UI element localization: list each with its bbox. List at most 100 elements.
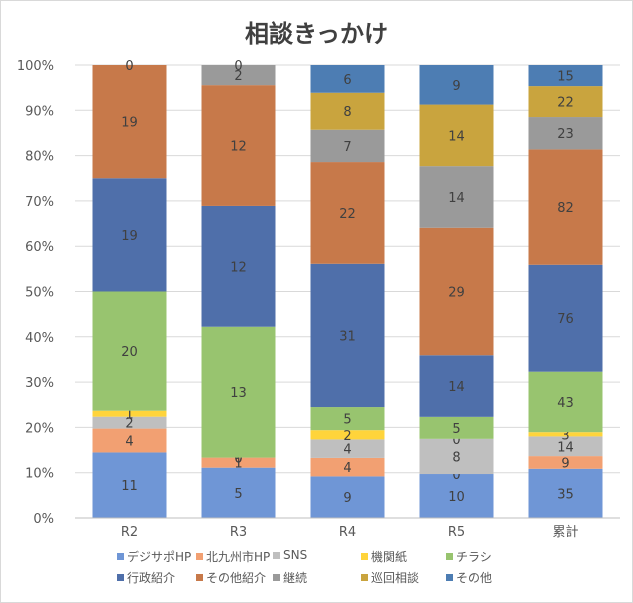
y-tick-label: 10% xyxy=(25,467,54,482)
y-tick-label: 60% xyxy=(25,240,54,255)
data-label: 43 xyxy=(557,396,574,411)
data-label: 4 xyxy=(343,443,351,458)
legend-label: チラシ xyxy=(456,550,492,564)
bar-segment xyxy=(419,227,494,356)
bar-segment xyxy=(92,410,167,417)
bar-segment xyxy=(310,129,385,163)
bar-segment xyxy=(528,432,603,437)
data-label: 5 xyxy=(234,487,242,502)
y-tick-label: 0% xyxy=(33,512,54,527)
data-label: 6 xyxy=(343,73,351,88)
legend-label: その他 xyxy=(456,571,493,585)
x-tick-label: R3 xyxy=(230,525,247,540)
data-label: 0 xyxy=(234,452,242,467)
data-label: 2 xyxy=(343,429,351,444)
legend-swatch xyxy=(196,553,203,560)
legend-item: チラシ xyxy=(446,548,492,565)
legend-label: デジサポHP xyxy=(127,550,192,564)
bar-segment xyxy=(201,457,276,468)
data-label: 5 xyxy=(343,413,351,428)
bar-segment xyxy=(528,65,603,87)
bar-segment xyxy=(528,371,603,433)
y-tick-label: 50% xyxy=(25,286,54,301)
data-label: 29 xyxy=(448,286,465,301)
data-label: 31 xyxy=(339,329,356,344)
bar-segment xyxy=(419,104,494,167)
data-label: 22 xyxy=(339,207,356,222)
bar-segment xyxy=(92,291,167,411)
data-label: 23 xyxy=(557,127,574,142)
legend-item: 巡回相談 xyxy=(361,569,419,586)
legend-item: SNS xyxy=(273,548,307,562)
legend-swatch xyxy=(117,574,124,581)
y-tick-label: 30% xyxy=(25,376,54,391)
data-label: 82 xyxy=(557,201,574,216)
legend-label: 北九州市HP xyxy=(206,550,271,564)
bar-segment xyxy=(310,407,385,431)
legend-swatch xyxy=(361,553,368,560)
bar-segment xyxy=(201,65,276,86)
chart-title: 相談きっかけ xyxy=(244,20,389,48)
legend-item: その他紹介 xyxy=(196,569,266,586)
legend-item: その他 xyxy=(446,569,492,586)
data-label: 13 xyxy=(230,386,247,401)
data-label: 19 xyxy=(121,116,138,131)
x-tick-label: R2 xyxy=(121,525,138,540)
data-label: 0 xyxy=(234,59,242,74)
bar-segment xyxy=(201,326,276,458)
legend-item: デジサポHP xyxy=(117,548,191,565)
bar-segment xyxy=(419,474,494,518)
y-tick-label: 90% xyxy=(25,104,54,119)
data-label: 15 xyxy=(557,70,574,85)
bar-segment xyxy=(310,162,385,264)
legend-label: その他紹介 xyxy=(206,571,267,585)
legend-row: 行政紹介 その他紹介 継続 巡回相談 その他 xyxy=(0,569,633,587)
bar-segment xyxy=(201,205,276,327)
x-tick-label: R5 xyxy=(448,525,465,540)
y-tick-label: 80% xyxy=(25,150,54,165)
data-label: 14 xyxy=(448,129,465,144)
data-label: 4 xyxy=(343,461,351,476)
bar-segment xyxy=(310,430,385,440)
data-label: 22 xyxy=(557,96,574,111)
y-tick-label: 70% xyxy=(25,195,54,210)
bar-segment xyxy=(528,149,603,265)
bar-segment xyxy=(310,92,385,130)
data-label: 2 xyxy=(125,417,133,432)
data-label: 4 xyxy=(125,435,133,450)
data-label: 14 xyxy=(557,440,574,455)
data-label: 8 xyxy=(452,450,460,465)
bar-segment xyxy=(528,86,603,118)
bar-segment xyxy=(92,452,167,518)
legend-swatch xyxy=(117,553,124,560)
data-label: 76 xyxy=(557,312,574,327)
legend-swatch xyxy=(196,574,203,581)
data-label: 9 xyxy=(343,491,351,506)
bar-segment xyxy=(419,166,494,228)
legend-label: 機関紙 xyxy=(371,550,408,564)
data-label: 14 xyxy=(448,380,465,395)
bar-segment xyxy=(310,439,385,458)
data-label: 9 xyxy=(452,79,460,94)
data-label: 0 xyxy=(452,468,460,483)
legend-row: デジサポHP 北九州市HP SNS 機関紙 チラシ xyxy=(0,548,633,566)
data-label: 11 xyxy=(121,479,138,494)
bar-segment xyxy=(310,476,385,518)
bar-segment xyxy=(310,65,385,93)
data-label: 8 xyxy=(343,105,351,120)
data-label: 2 xyxy=(234,69,242,84)
data-label: 0 xyxy=(452,433,460,448)
bar-segment xyxy=(419,416,494,439)
legend-label: 行政紹介 xyxy=(127,571,176,585)
bar-segment xyxy=(310,457,385,477)
data-label: 1 xyxy=(234,457,242,472)
legend-swatch xyxy=(361,574,368,581)
data-label: 12 xyxy=(230,140,247,155)
legend-swatch xyxy=(273,574,280,581)
legend-swatch xyxy=(273,551,280,559)
legend-item: 継続 xyxy=(273,569,307,586)
data-label: 35 xyxy=(557,487,574,502)
bar-segment xyxy=(528,456,603,469)
legend-label: 巡回相談 xyxy=(371,571,420,585)
chart-plot: 0%10%20%30%40%50%60%70%80%90%100%1142120… xyxy=(17,59,620,540)
